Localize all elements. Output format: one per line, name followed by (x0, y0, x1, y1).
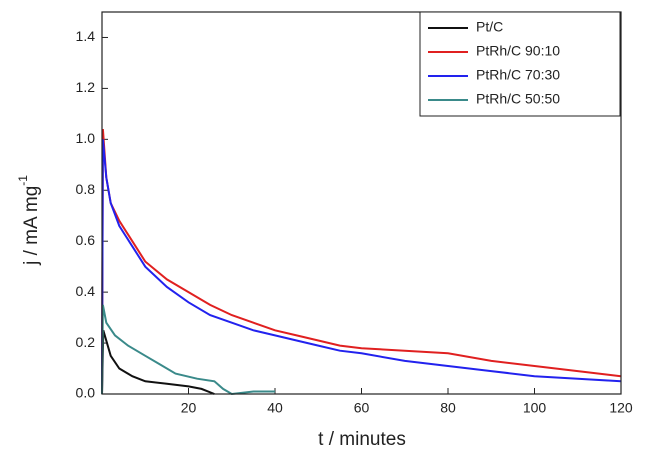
y-tick-label: 1.2 (76, 79, 96, 95)
plot-frame (101, 11, 622, 395)
y-tick-label: 1.4 (76, 28, 96, 44)
line-series (101, 139, 622, 395)
x-tick-label: 80 (440, 400, 456, 416)
legend-box (419, 11, 621, 117)
y-label-sup: -1 (16, 175, 30, 186)
x-tick-label: 40 (267, 400, 283, 416)
legend-label: PtRh/C 90:10 (476, 43, 560, 59)
y-tick-label: 0.0 (76, 385, 96, 401)
y-label-main: j / mA mg (21, 186, 42, 266)
y-tick-label: 0.6 (76, 232, 96, 248)
y-tick-label: 0.4 (76, 283, 96, 299)
line-series (101, 330, 215, 395)
x-tick-label: 20 (181, 400, 197, 416)
y-tick-label: 1.0 (76, 130, 96, 146)
x-tick-label: 120 (609, 400, 633, 416)
line-series (101, 304, 275, 396)
x-axis-label: t / minutes (318, 429, 406, 450)
y-axis-label: j / mA mg-1 (16, 175, 42, 266)
line-series (101, 129, 622, 395)
legend-label: Pt/C (476, 19, 503, 35)
legend-label: PtRh/C 50:50 (476, 91, 560, 107)
x-tick-label: 60 (354, 400, 370, 416)
x-tick-label: 100 (523, 400, 547, 416)
y-tick-label: 0.2 (76, 334, 96, 350)
legend: Pt/C PtRh/C 90:10 PtRh/C 70:30 PtRh/C 50:50 (419, 11, 621, 117)
y-tick-label: 0.8 (76, 181, 96, 197)
legend-label: PtRh/C 70:30 (476, 67, 560, 83)
